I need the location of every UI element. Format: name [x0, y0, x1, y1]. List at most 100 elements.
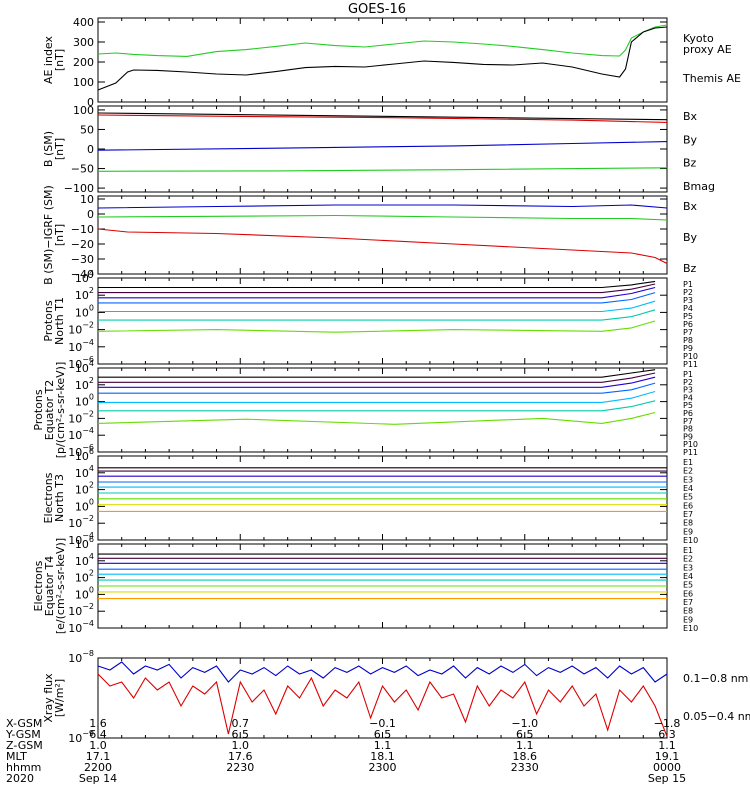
- y-axis-label: Protons: [42, 300, 55, 341]
- series-line: [97, 320, 656, 333]
- y-axis-label: Equator T2: [43, 380, 56, 440]
- x-row-label: hhmm: [6, 761, 41, 774]
- series-line: [97, 673, 668, 737]
- legend-entry: Bx: [683, 110, 698, 123]
- x-tick-value: 1.1: [658, 739, 676, 752]
- series-line: [98, 286, 656, 299]
- legend-entry: Bmag: [683, 180, 715, 193]
- x-tick-value: 18.6: [513, 750, 538, 763]
- legend-entry: E1: [683, 458, 693, 467]
- y-axis-label: [e/(cm²-s-sr-keV)]: [54, 538, 67, 634]
- y-tick-label: 0: [87, 208, 94, 221]
- x-tick-value: 1.0: [89, 739, 107, 752]
- y-tick-label: −30: [71, 253, 94, 266]
- x-tick-value: 0.7: [232, 717, 250, 730]
- legend-entry: P4: [683, 304, 693, 313]
- series-line: [97, 411, 656, 425]
- x-tick-value: 2330: [511, 761, 539, 774]
- y-axis-label: Electrons: [32, 560, 45, 611]
- series-line: [97, 204, 668, 209]
- legend-entry: P8: [683, 425, 693, 434]
- legend-entry: 0.05−0.4 nm: [683, 710, 750, 723]
- y-tick-label: 100: [75, 497, 94, 513]
- legend-entry: E9: [683, 615, 693, 624]
- y-tick-label: 100: [73, 104, 94, 117]
- y-tick-label: 102: [75, 569, 94, 585]
- legend-entry: P6: [683, 320, 693, 329]
- x-tick-value: 6.4: [89, 728, 107, 741]
- y-tick-label: 200: [73, 56, 94, 69]
- legend-entry: E10: [683, 536, 698, 545]
- y-tick-label: 400: [73, 16, 94, 29]
- legend-entry: P8: [683, 336, 693, 345]
- x-tick-value: 17.6: [228, 750, 253, 763]
- legend-entry: proxy AE: [683, 43, 732, 56]
- x-tick-value: 18.1: [370, 750, 395, 763]
- legend-entry: E3: [683, 563, 693, 572]
- y-tick-label: −50: [71, 163, 94, 176]
- x-tick-value: Sep 15: [648, 772, 686, 785]
- legend-entry: E10: [683, 624, 698, 633]
- legend-entry: P3: [683, 386, 693, 395]
- x-row-label: Y-GSM: [5, 728, 41, 741]
- x-tick-value: 1.1: [516, 739, 534, 752]
- legend-entry: By: [683, 231, 698, 244]
- legend-entry: P7: [683, 328, 693, 337]
- legend-entry: E7: [683, 598, 693, 607]
- y-axis-label: North T3: [53, 474, 66, 522]
- x-row-label: Z-GSM: [6, 739, 43, 752]
- x-tick-value: 1.6: [89, 717, 107, 730]
- series-line: [98, 369, 656, 378]
- legend-entry: E7: [683, 510, 693, 519]
- series-line: [98, 400, 656, 412]
- legend-entry: P1: [683, 280, 693, 289]
- legend-entry: E5: [683, 581, 693, 590]
- legend-entry: P4: [683, 393, 693, 402]
- series-line: [97, 26, 668, 91]
- y-tick-label: 100: [73, 76, 94, 89]
- y-tick-label: 102: [75, 481, 94, 497]
- x-tick-value: −1.8: [654, 717, 681, 730]
- x-tick-value: 0000: [653, 761, 681, 774]
- panel-2: 100 50 0 −50 −100 B (SM)[nT] Bx By Bz Bmag: [42, 104, 715, 195]
- legend-entry: E4: [683, 484, 693, 493]
- x-row-label: 2020: [6, 772, 34, 785]
- y-tick-label: 10−2: [68, 321, 94, 337]
- legend-entry: E6: [683, 589, 693, 598]
- y-tick-label: −100: [64, 182, 94, 195]
- y-tick-label: 104: [75, 359, 94, 375]
- legend-entry: E3: [683, 475, 693, 484]
- y-tick-label: −20: [71, 238, 94, 251]
- x-tick-value: 2200: [84, 761, 112, 774]
- legend-entry: P7: [683, 417, 693, 426]
- x-tick-value: 19.1: [655, 750, 680, 763]
- series-line: [97, 141, 668, 151]
- x-tick-value: 6.5: [374, 728, 392, 741]
- series-line: [98, 376, 656, 388]
- x-tick-value: −0.1: [369, 717, 396, 730]
- y-tick-label: 104: [75, 464, 94, 480]
- y-tick-label: 104: [75, 552, 94, 568]
- panel-3: 10 0 −10 −20 −30 −40 B (SM)−IGRF (SM)[nT] Bx By B…: [42, 185, 698, 285]
- legend-entry: P2: [683, 288, 693, 297]
- x-tick-value: 2300: [369, 761, 397, 774]
- legend-entry: Themis AE: [682, 72, 741, 85]
- legend-entry: E4: [683, 572, 693, 581]
- legend-entry: E2: [683, 467, 693, 476]
- legend-entry: Bz: [683, 262, 697, 275]
- figure-title: GOES-16: [348, 2, 406, 17]
- y-axis-label: Protons: [32, 389, 45, 430]
- y-tick-label: −10: [71, 223, 94, 236]
- y-axis-label: [nT]: [53, 138, 66, 160]
- legend-entry: E1: [683, 546, 693, 555]
- y-axis-label: [nT]: [53, 224, 66, 246]
- y-tick-label: 102: [75, 286, 94, 302]
- legend-entry: P11: [683, 360, 698, 369]
- legend-entry: P1: [683, 370, 693, 379]
